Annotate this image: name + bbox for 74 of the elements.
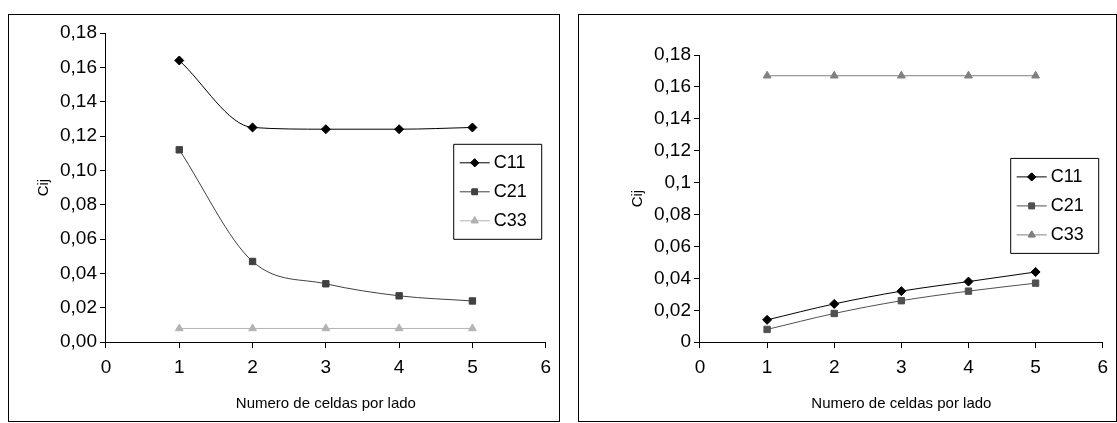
point bbox=[1031, 279, 1040, 287]
y-tick-label: 0,04 bbox=[60, 261, 98, 283]
point bbox=[763, 325, 771, 334]
y-tick-label: 0,10 bbox=[60, 158, 97, 180]
y-axis-title: Cij bbox=[628, 189, 646, 208]
y-tick-label: 0 bbox=[680, 330, 691, 352]
x-tick-label: 6 bbox=[1097, 355, 1109, 377]
y-tick-label: 0,1 bbox=[664, 170, 691, 192]
point bbox=[896, 286, 907, 297]
point bbox=[395, 292, 403, 300]
y-tick-label: 0,08 bbox=[654, 202, 691, 224]
legend-label: C33 bbox=[493, 209, 527, 230]
point bbox=[468, 297, 477, 305]
x-tick-label: 2 bbox=[828, 355, 840, 377]
point bbox=[964, 287, 973, 295]
y-tick-label: 0,12 bbox=[60, 124, 97, 146]
x-tick-label: 0 bbox=[100, 355, 112, 377]
y-tick-label: 0,06 bbox=[654, 234, 691, 256]
x-tick-label: 4 bbox=[393, 355, 405, 377]
legend-label: C21 bbox=[1050, 194, 1084, 215]
point bbox=[897, 297, 906, 305]
point bbox=[467, 122, 478, 133]
point bbox=[174, 55, 185, 66]
point bbox=[896, 70, 906, 79]
x-tick-label: 4 bbox=[963, 355, 975, 377]
x-tick-label: 1 bbox=[761, 355, 773, 377]
legend-label: C11 bbox=[1050, 165, 1083, 186]
x-tick-label: 3 bbox=[896, 355, 907, 377]
y-tick-label: 0,02 bbox=[654, 298, 691, 320]
point bbox=[248, 323, 257, 332]
point bbox=[829, 298, 840, 309]
point bbox=[174, 323, 184, 332]
x-tick-label: 6 bbox=[540, 355, 552, 377]
x-tick-label: 5 bbox=[467, 355, 478, 377]
y-tick-label: 0,12 bbox=[654, 138, 691, 160]
x-axis-title: Numero de celdas por lado bbox=[811, 394, 992, 412]
y-tick-label: 0,16 bbox=[60, 55, 97, 77]
y-tick-label: 0,18 bbox=[60, 21, 97, 43]
y-tick-label: 0,08 bbox=[60, 193, 97, 215]
point bbox=[829, 70, 839, 79]
point bbox=[1031, 70, 1040, 79]
y-tick-label: 0,14 bbox=[60, 89, 98, 111]
legend-label: C11 bbox=[493, 151, 526, 172]
point bbox=[762, 70, 772, 79]
point bbox=[320, 124, 331, 135]
x-tick-label: 1 bbox=[173, 355, 185, 377]
point bbox=[1030, 267, 1041, 277]
y-tick-label: 0,06 bbox=[60, 227, 97, 249]
legend-label: C21 bbox=[493, 180, 527, 201]
point bbox=[247, 122, 258, 133]
x-axis-title: Numero de celdas por lado bbox=[235, 394, 416, 412]
y-tick-label: 0,02 bbox=[60, 296, 97, 318]
x-tick-label: 0 bbox=[694, 355, 706, 377]
y-tick-label: 0,18 bbox=[654, 43, 691, 65]
point bbox=[175, 146, 183, 154]
point bbox=[468, 323, 477, 332]
point bbox=[394, 323, 404, 332]
y-tick-label: 0,00 bbox=[60, 330, 97, 352]
x-tick-label: 2 bbox=[247, 355, 258, 377]
point bbox=[830, 309, 838, 318]
y-tick-label: 0,14 bbox=[654, 107, 692, 129]
y-tick-label: 0,04 bbox=[654, 266, 692, 288]
x-tick-label: 3 bbox=[320, 355, 332, 377]
point bbox=[248, 257, 257, 266]
x-tick-label: 5 bbox=[1030, 355, 1041, 377]
point bbox=[964, 70, 973, 79]
point bbox=[322, 280, 330, 288]
point bbox=[963, 276, 974, 287]
y-tick-label: 0,16 bbox=[654, 75, 691, 97]
point bbox=[394, 124, 405, 135]
y-axis-title: Cij bbox=[34, 178, 52, 197]
point bbox=[321, 323, 331, 332]
point bbox=[762, 314, 773, 325]
legend-label: C33 bbox=[1050, 223, 1084, 244]
